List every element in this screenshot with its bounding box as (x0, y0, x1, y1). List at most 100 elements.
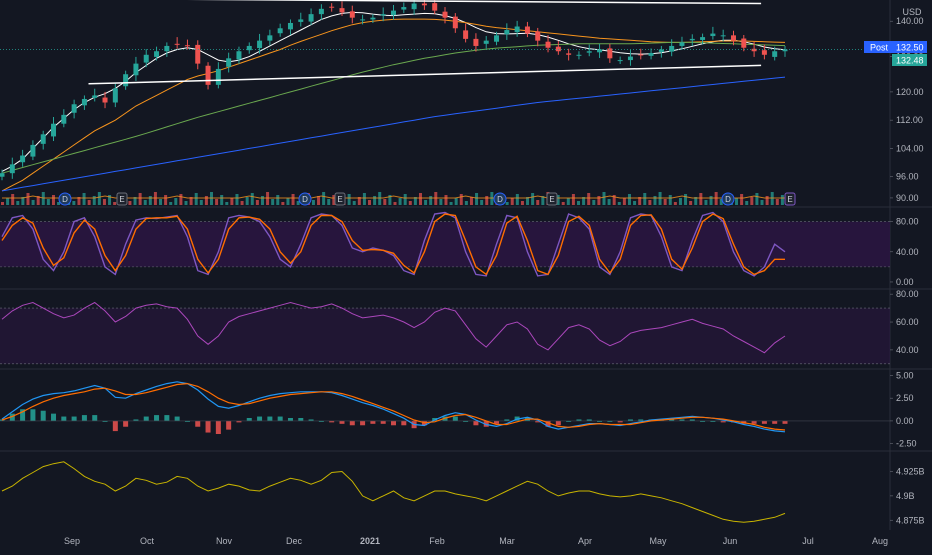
price-axis[interactable]: 140.00130.00120.00112.00104.0096.0090.00… (890, 16, 925, 525)
volume-bar (418, 193, 422, 205)
candle (205, 65, 211, 85)
volume-bar (194, 193, 198, 205)
macd-hist-bar (40, 410, 46, 421)
volume-bar (51, 195, 55, 205)
axis-tick-label: 2.50 (896, 393, 914, 403)
macd-panel[interactable] (0, 381, 890, 434)
ma200-line (1, 76, 786, 192)
earnings-marker-label: E (549, 195, 554, 204)
axis-tick-label: 40.00 (896, 247, 919, 257)
earnings-marker[interactable] (546, 192, 558, 206)
volume-bar (505, 202, 509, 205)
candle (20, 155, 26, 163)
candle (30, 144, 36, 157)
trendline-upper[interactable] (51, 0, 762, 5)
volume-bar (740, 194, 744, 205)
volume-bar (449, 202, 453, 205)
ma100-line (1, 41, 786, 174)
macd-hist-bar (102, 420, 108, 422)
volume-bar (271, 199, 275, 205)
time-axis[interactable]: Sep Oct Nov Dec 2021 Feb Mar Apr May Jun Jul Aug (64, 536, 888, 546)
macd-hist-bar (617, 420, 623, 423)
dividend-marker[interactable] (58, 192, 72, 206)
volume-bar (143, 200, 147, 205)
volume-bar (332, 195, 336, 205)
rsi-panel[interactable] (0, 301, 890, 365)
volume-bar (133, 197, 137, 205)
volume-bar (373, 196, 377, 205)
volume-bar (204, 196, 208, 205)
volume-bar (383, 199, 387, 205)
macd-hist-bar (226, 420, 232, 430)
dividend-marker[interactable] (493, 192, 507, 206)
candle (61, 114, 67, 124)
macd-hist-bar (236, 420, 242, 423)
post-tag-value-bg (892, 41, 927, 53)
last-price-tag: 132.48 (892, 54, 927, 66)
candle (607, 48, 613, 59)
volume-bar (444, 195, 448, 205)
axis-tick-label: 60.00 (896, 317, 919, 327)
volume-bar (566, 198, 570, 205)
volume-bar (709, 196, 713, 205)
candle (92, 95, 98, 98)
volume-bar (750, 197, 754, 205)
volume-bar (464, 201, 468, 205)
volume-bar (260, 196, 264, 205)
volume-bar (6, 198, 10, 205)
macd-hist-bar (679, 419, 685, 421)
stoch-band (0, 221, 890, 267)
macd-hist-bar (689, 419, 695, 421)
candle (576, 54, 582, 56)
volume-bar (57, 202, 61, 205)
candle (174, 43, 180, 45)
macd-hist-bar (339, 420, 345, 424)
macd-hist-bar (298, 418, 304, 421)
candle (143, 54, 149, 63)
candle (586, 51, 592, 53)
time-axis-label: Nov (216, 536, 233, 546)
volume-bar (510, 198, 514, 205)
candle (133, 63, 139, 76)
candle (9, 164, 15, 174)
trendline-lower[interactable] (88, 64, 762, 85)
time-axis-label: Apr (578, 536, 592, 546)
grid (0, 0, 932, 530)
macd-hist-bar (555, 420, 561, 426)
macd-signal-line (1, 382, 786, 431)
volume-bar (429, 196, 433, 205)
earnings-marker[interactable] (116, 192, 128, 206)
candle (267, 35, 273, 41)
volume-bar (327, 199, 331, 205)
macd-hist-bar (504, 419, 510, 421)
candle (473, 38, 479, 46)
candle (0, 173, 5, 177)
volume-bar (673, 202, 677, 205)
macd-hist-bar (597, 420, 603, 422)
axis-tick-label: -2.50 (896, 439, 917, 449)
macd-hist-bar (287, 418, 293, 421)
volume-bar (174, 198, 178, 205)
ratio-panel[interactable] (1, 461, 786, 523)
volume-bar (322, 192, 326, 205)
candle (360, 19, 366, 21)
macd-hist-bar (473, 420, 479, 426)
dividend-marker[interactable] (721, 192, 735, 206)
candle (298, 19, 304, 22)
volume-bar (296, 201, 300, 205)
volume-bar (368, 200, 372, 205)
volume-bar (531, 193, 535, 205)
volume-bar (561, 202, 565, 205)
stochastic-panel[interactable] (0, 211, 890, 277)
macd-hist-bar (761, 420, 767, 424)
volume-bar (745, 201, 749, 205)
volume-bar (352, 201, 356, 205)
earnings-marker[interactable] (784, 192, 796, 206)
earnings-marker[interactable] (334, 192, 346, 206)
dividend-marker[interactable] (298, 192, 312, 206)
volume-bar (653, 196, 657, 205)
dividend-marker-label: D (302, 195, 308, 204)
macd-hist-bar (143, 416, 149, 421)
